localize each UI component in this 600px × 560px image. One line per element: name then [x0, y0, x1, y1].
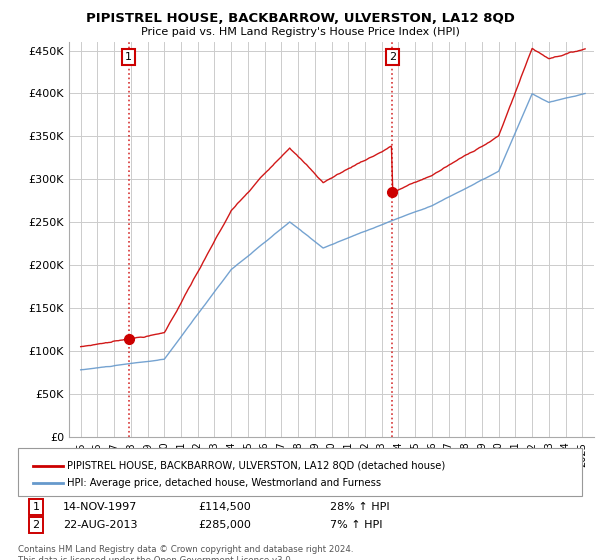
Text: HPI: Average price, detached house, Westmorland and Furness: HPI: Average price, detached house, West…	[67, 478, 382, 488]
Text: 2: 2	[389, 52, 396, 62]
Text: £114,500: £114,500	[198, 502, 251, 512]
Text: 14-NOV-1997: 14-NOV-1997	[63, 502, 137, 512]
Text: 1: 1	[125, 52, 132, 62]
Text: £285,000: £285,000	[198, 520, 251, 530]
Text: PIPISTREL HOUSE, BACKBARROW, ULVERSTON, LA12 8QD (detached house): PIPISTREL HOUSE, BACKBARROW, ULVERSTON, …	[67, 461, 445, 471]
Text: 28% ↑ HPI: 28% ↑ HPI	[330, 502, 389, 512]
Text: 22-AUG-2013: 22-AUG-2013	[63, 520, 137, 530]
Text: 7% ↑ HPI: 7% ↑ HPI	[330, 520, 383, 530]
Text: PIPISTREL HOUSE, BACKBARROW, ULVERSTON, LA12 8QD: PIPISTREL HOUSE, BACKBARROW, ULVERSTON, …	[86, 12, 514, 25]
Text: 2: 2	[32, 520, 40, 530]
Text: Price paid vs. HM Land Registry's House Price Index (HPI): Price paid vs. HM Land Registry's House …	[140, 27, 460, 37]
Text: Contains HM Land Registry data © Crown copyright and database right 2024.
This d: Contains HM Land Registry data © Crown c…	[18, 545, 353, 560]
Text: 1: 1	[32, 502, 40, 512]
